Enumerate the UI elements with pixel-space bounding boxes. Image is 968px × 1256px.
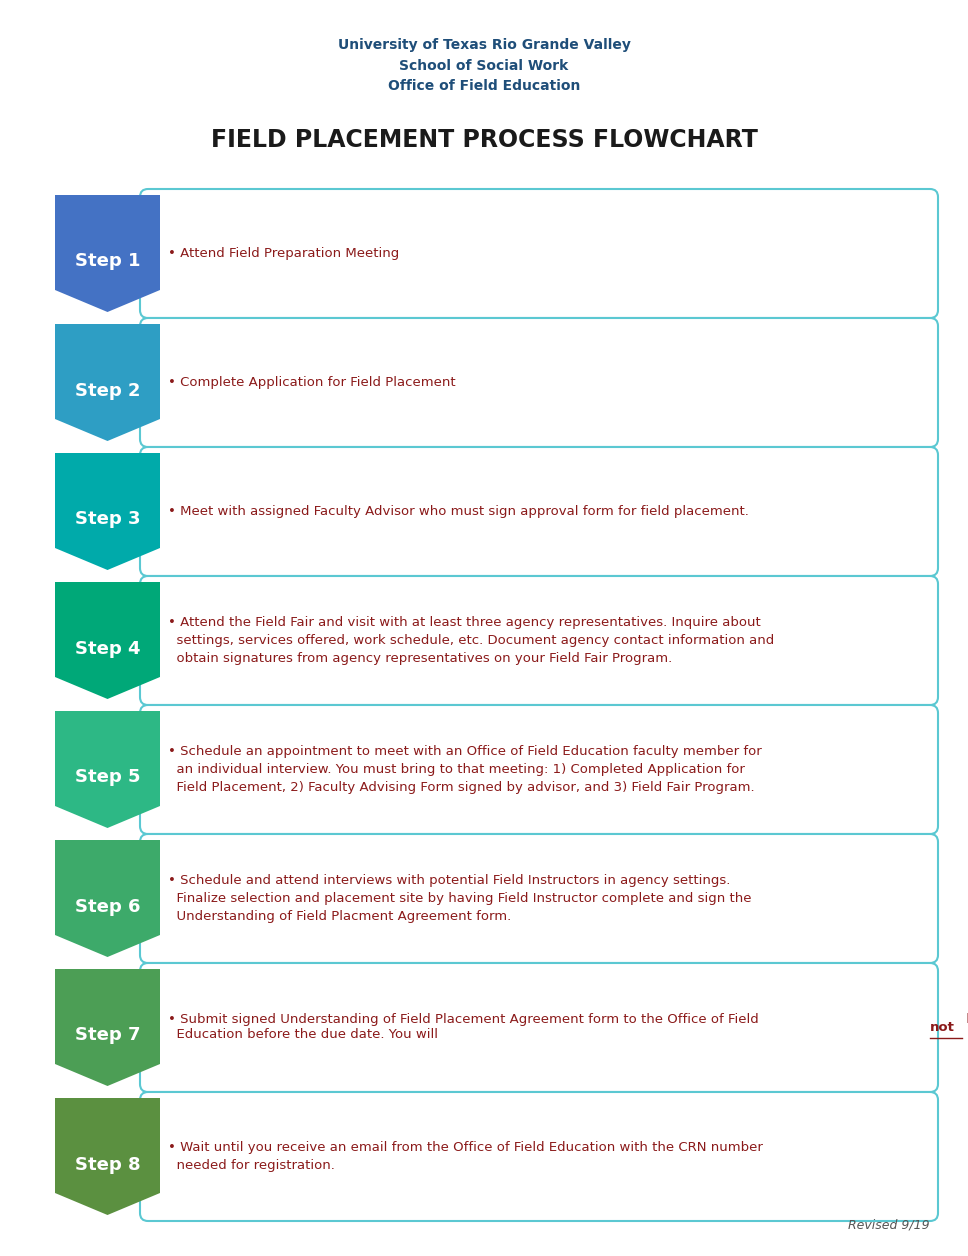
Text: Step 5: Step 5 <box>75 769 140 786</box>
Text: • Complete Application for Field Placement: • Complete Application for Field Placeme… <box>168 376 456 389</box>
Polygon shape <box>55 711 160 828</box>
Text: Step 6: Step 6 <box>75 898 140 916</box>
Polygon shape <box>55 840 160 957</box>
Text: • Submit signed Understanding of Field Placement Agreement form to the Office of: • Submit signed Understanding of Field P… <box>168 1014 759 1041</box>
Text: FIELD PLACEMENT PROCESS FLOWCHART: FIELD PLACEMENT PROCESS FLOWCHART <box>211 128 757 152</box>
FancyBboxPatch shape <box>140 1091 938 1221</box>
FancyBboxPatch shape <box>140 834 938 963</box>
Text: Step 1: Step 1 <box>75 252 140 270</box>
Text: not: not <box>930 1021 955 1034</box>
Text: • Meet with assigned Faculty Advisor who must sign approval form for field place: • Meet with assigned Faculty Advisor who… <box>168 505 749 517</box>
Text: Step 3: Step 3 <box>75 510 140 529</box>
FancyBboxPatch shape <box>140 577 938 705</box>
FancyBboxPatch shape <box>140 447 938 577</box>
Text: Step 4: Step 4 <box>75 639 140 657</box>
Polygon shape <box>55 582 160 700</box>
Text: Step 8: Step 8 <box>75 1156 140 1173</box>
Text: • Attend Field Preparation Meeting: • Attend Field Preparation Meeting <box>168 247 399 260</box>
Text: • Attend the Field Fair and visit with at least three agency representatives. In: • Attend the Field Fair and visit with a… <box>168 615 774 664</box>
Text: • Schedule an appointment to meet with an Office of Field Education faculty memb: • Schedule an appointment to meet with a… <box>168 745 762 794</box>
Text: Step 7: Step 7 <box>75 1026 140 1045</box>
FancyBboxPatch shape <box>140 188 938 318</box>
Polygon shape <box>55 453 160 570</box>
Polygon shape <box>55 324 160 441</box>
Text: University of Texas Rio Grande Valley
School of Social Work
Office of Field Educ: University of Texas Rio Grande Valley Sc… <box>338 38 630 93</box>
Text: • Schedule and attend interviews with potential Field Instructors in agency sett: • Schedule and attend interviews with po… <box>168 874 751 923</box>
Polygon shape <box>55 1098 160 1215</box>
Polygon shape <box>55 968 160 1086</box>
FancyBboxPatch shape <box>140 318 938 447</box>
Text: • Wait until you receive an email from the Office of Field Education with the CR: • Wait until you receive an email from t… <box>168 1140 763 1172</box>
FancyBboxPatch shape <box>140 963 938 1091</box>
Text: Revised 9/19: Revised 9/19 <box>848 1218 930 1231</box>
Polygon shape <box>55 195 160 311</box>
Text: be able to register for the Field Course until
  you submit this form to the Off: be able to register for the Field Course… <box>962 1014 968 1041</box>
FancyBboxPatch shape <box>140 705 938 834</box>
Text: Step 2: Step 2 <box>75 382 140 399</box>
